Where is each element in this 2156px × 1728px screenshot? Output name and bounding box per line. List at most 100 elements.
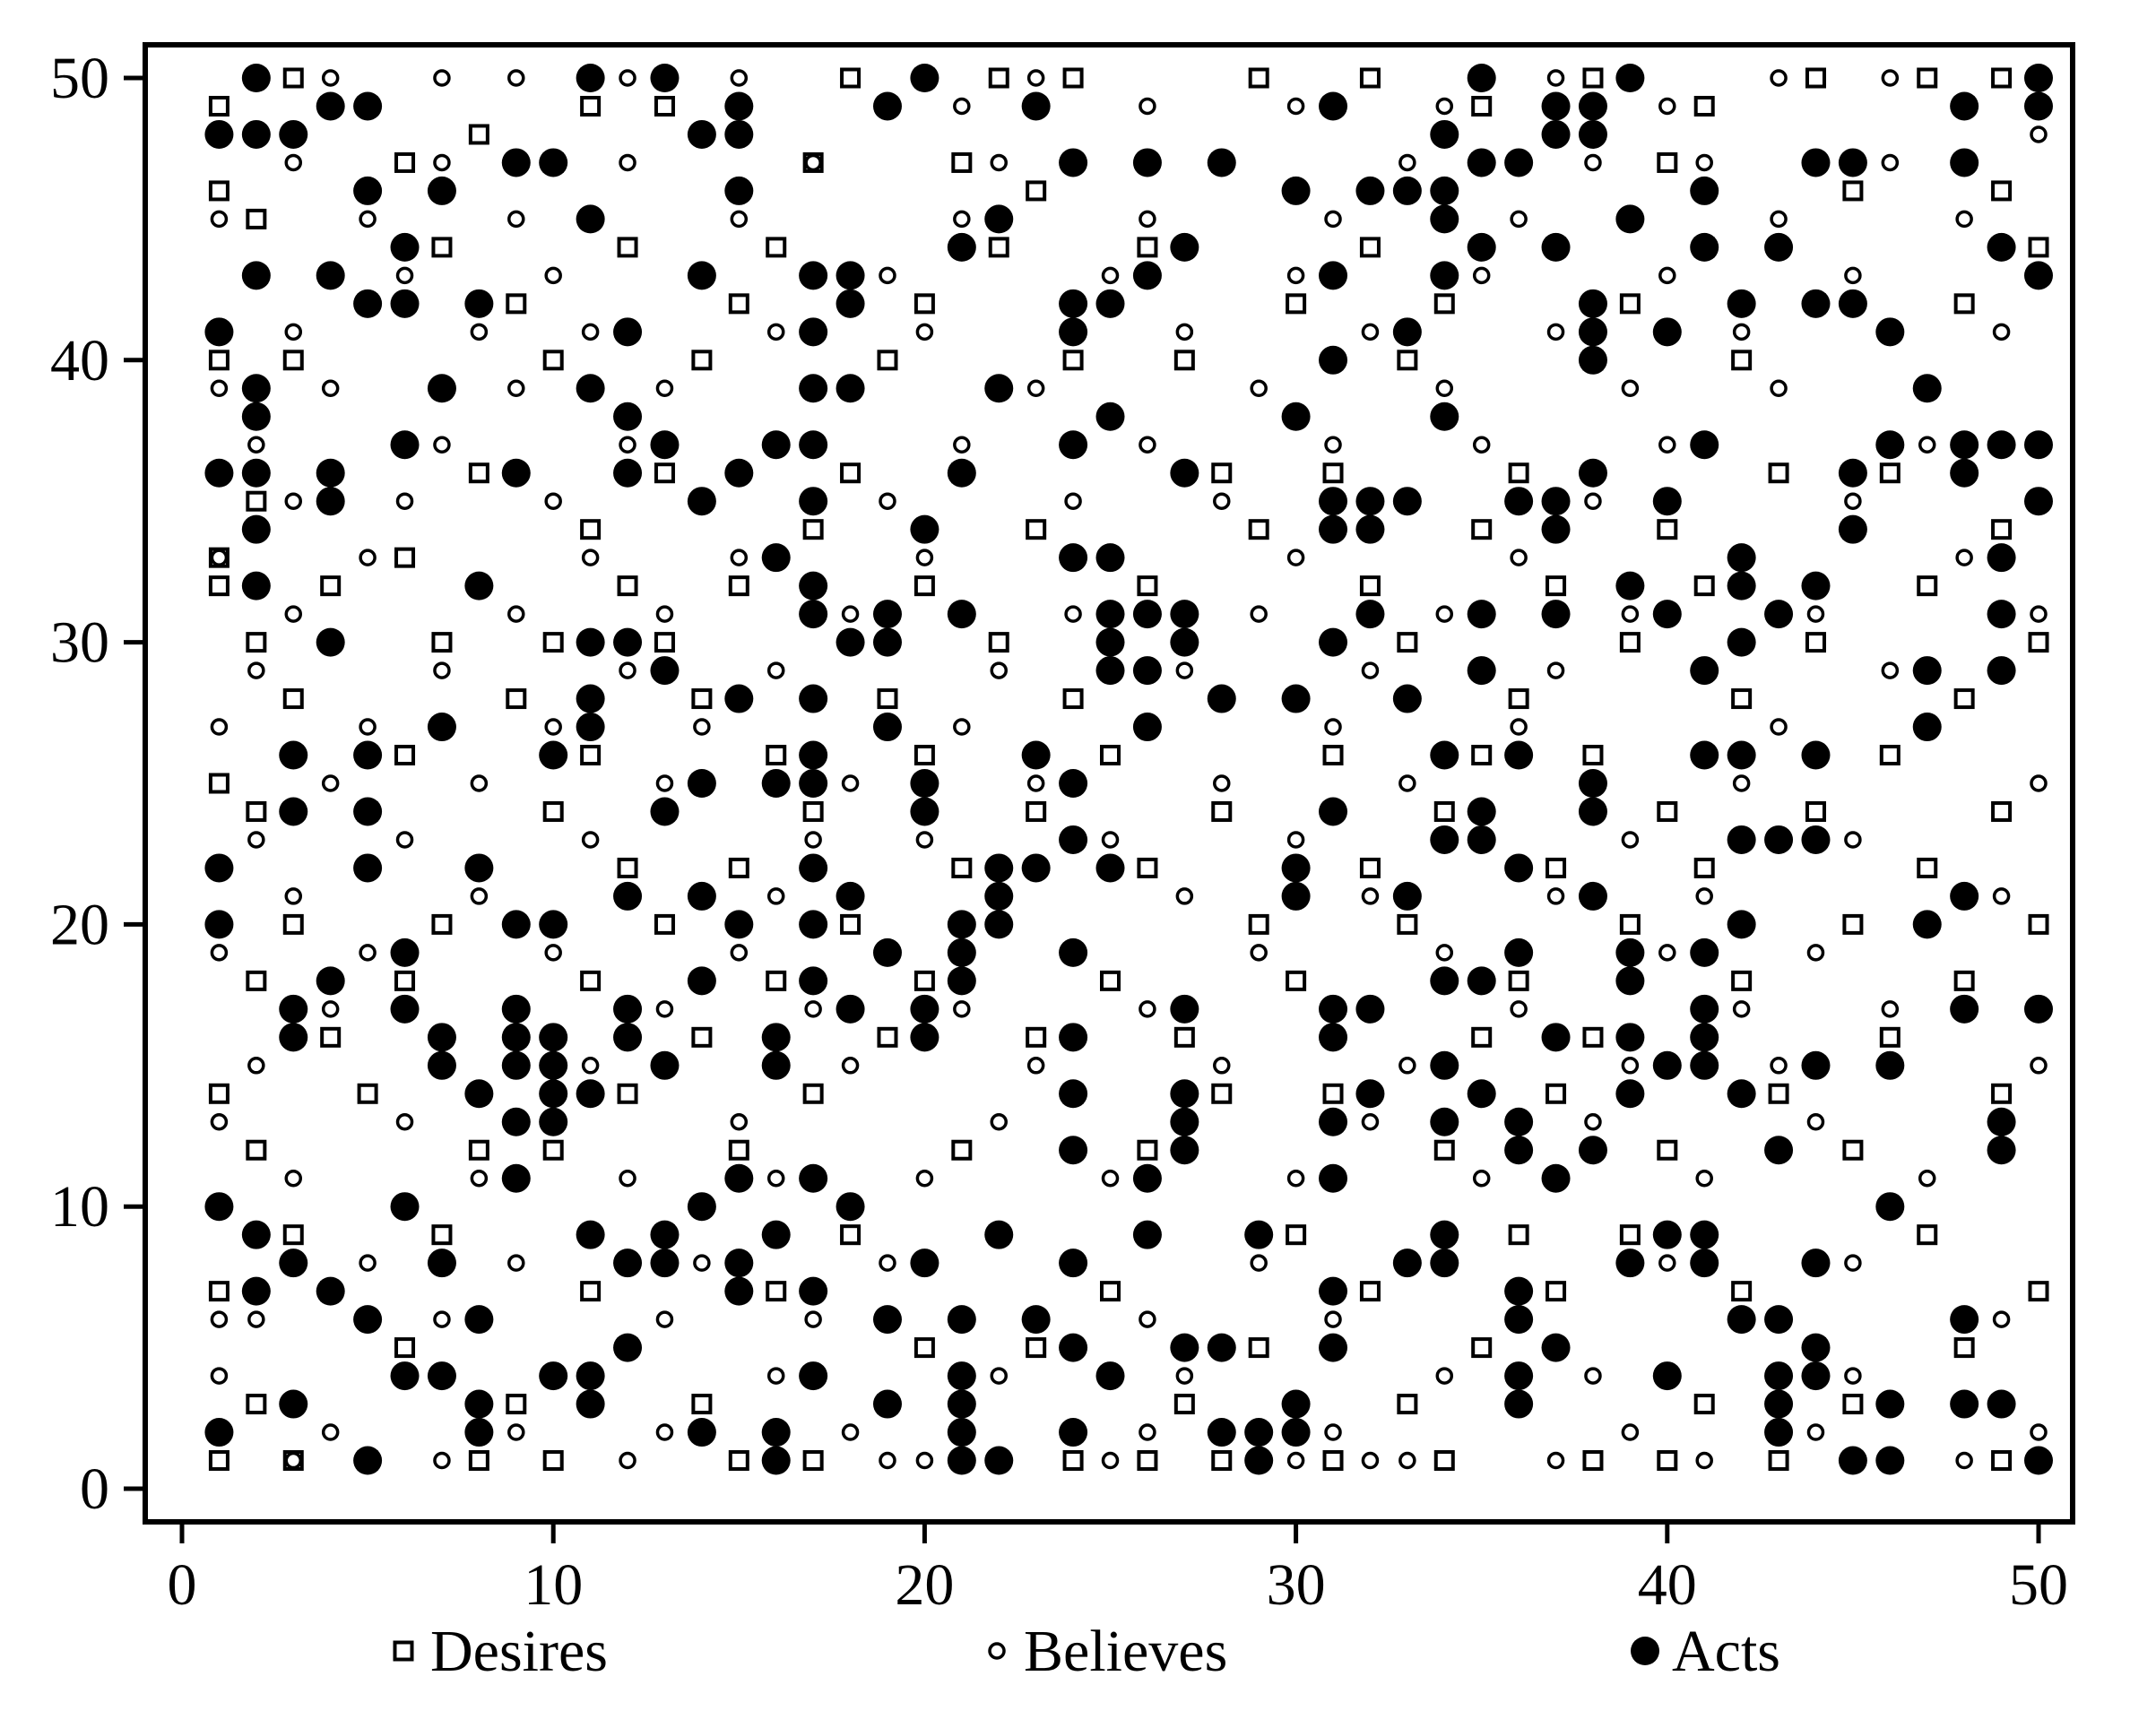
acts-point <box>576 1361 605 1391</box>
believes-point <box>433 153 451 172</box>
believes-point <box>470 323 489 341</box>
desires-point <box>1619 913 1641 935</box>
desires-point <box>1137 857 1158 878</box>
legend-marker-acts <box>1631 1637 1659 1665</box>
acts-point <box>1987 600 2016 629</box>
believes-point <box>1139 1423 1156 1441</box>
acts-point <box>1764 825 1794 854</box>
desires-point <box>840 913 862 935</box>
desires-point <box>1508 970 1529 991</box>
acts-point <box>1690 994 1719 1024</box>
acts-point <box>1059 543 1088 573</box>
acts-point <box>241 571 271 600</box>
acts-point <box>1690 740 1719 770</box>
acts-point <box>1838 458 1867 488</box>
desires-point <box>1322 745 1344 766</box>
believes-point <box>730 69 749 87</box>
desires-point <box>1657 800 1678 822</box>
acts-point <box>1838 289 1867 318</box>
acts-point <box>1950 881 1979 911</box>
acts-point <box>316 458 345 488</box>
believes-point <box>1546 661 1565 679</box>
acts-point <box>1132 1163 1162 1193</box>
acts-point <box>241 374 271 403</box>
desires-point <box>1359 67 1381 89</box>
acts-point <box>1059 1248 1088 1278</box>
desires-point <box>728 857 749 878</box>
desires-point <box>802 1083 824 1104</box>
x-tick-label: 40 <box>1638 1552 1697 1618</box>
acts-point <box>947 910 976 939</box>
believes-point <box>804 831 822 849</box>
believes-point <box>2030 605 2048 623</box>
acts-point <box>1355 1079 1385 1109</box>
desires-point <box>1359 237 1381 258</box>
acts-point <box>799 571 828 600</box>
acts-point <box>1281 402 1311 431</box>
desires-point <box>1546 575 1567 597</box>
believes-point <box>953 436 971 454</box>
believes-point <box>1695 1169 1713 1188</box>
desires-point <box>1397 632 1418 653</box>
desires-point <box>1211 462 1233 484</box>
acts-point <box>910 1248 939 1278</box>
acts-point <box>501 1050 531 1080</box>
acts-point <box>1430 1248 1459 1278</box>
believes-point <box>1324 1310 1342 1328</box>
acts-point <box>1059 825 1088 854</box>
acts-point <box>576 64 605 92</box>
acts-point <box>910 769 939 798</box>
desires-point <box>1137 237 1158 258</box>
acts-point <box>1615 64 1645 92</box>
acts-point <box>947 1446 976 1475</box>
desires-point <box>357 1083 378 1104</box>
believes-point <box>730 944 749 962</box>
desires-point <box>1026 180 1047 202</box>
believes-point <box>1806 944 1825 962</box>
y-tick-label: 20 <box>50 892 109 957</box>
believes-point <box>915 1451 934 1470</box>
acts-point <box>799 1276 828 1306</box>
acts-point <box>1950 430 1979 460</box>
desires-point <box>580 1281 602 1302</box>
desires-point <box>1062 1450 1084 1472</box>
believes-point <box>1918 1169 1936 1188</box>
acts-point <box>1281 684 1311 713</box>
desires-point <box>282 688 304 710</box>
acts-point <box>1504 487 1534 516</box>
acts-point <box>1987 232 2016 262</box>
believes-point <box>1101 1451 1120 1470</box>
acts-point <box>1615 937 1645 967</box>
desires-point <box>1917 575 1938 597</box>
legend-label: Believes <box>1024 1619 1227 1684</box>
acts-point <box>1467 64 1496 92</box>
acts-point <box>872 1389 902 1419</box>
believes-point <box>321 774 340 792</box>
acts-point <box>427 1361 456 1391</box>
desires-point <box>1619 293 1641 315</box>
acts-point <box>1170 600 1199 629</box>
acts-point <box>1095 656 1125 686</box>
acts-point <box>501 994 531 1024</box>
acts-point <box>1801 825 1831 854</box>
believes-point <box>321 379 340 398</box>
acts-point <box>1355 994 1385 1024</box>
desires-point <box>1359 575 1381 597</box>
desires-point <box>468 124 489 145</box>
believes-point <box>210 1113 229 1131</box>
acts-point <box>576 713 605 742</box>
desires-point <box>246 970 267 991</box>
acts-point <box>279 1023 308 1052</box>
believes-point <box>915 549 934 566</box>
believes-point <box>1139 1310 1156 1328</box>
acts-point <box>1392 317 1422 347</box>
acts-point <box>1690 1220 1719 1249</box>
acts-point <box>761 769 791 798</box>
desires-point <box>1433 1450 1455 1472</box>
acts-point <box>1021 91 1051 121</box>
believes-point <box>1139 1000 1156 1018</box>
believes-point <box>1732 774 1751 792</box>
believes-point <box>1175 661 1194 679</box>
acts-point <box>1095 627 1125 657</box>
believes-point <box>359 1254 377 1272</box>
